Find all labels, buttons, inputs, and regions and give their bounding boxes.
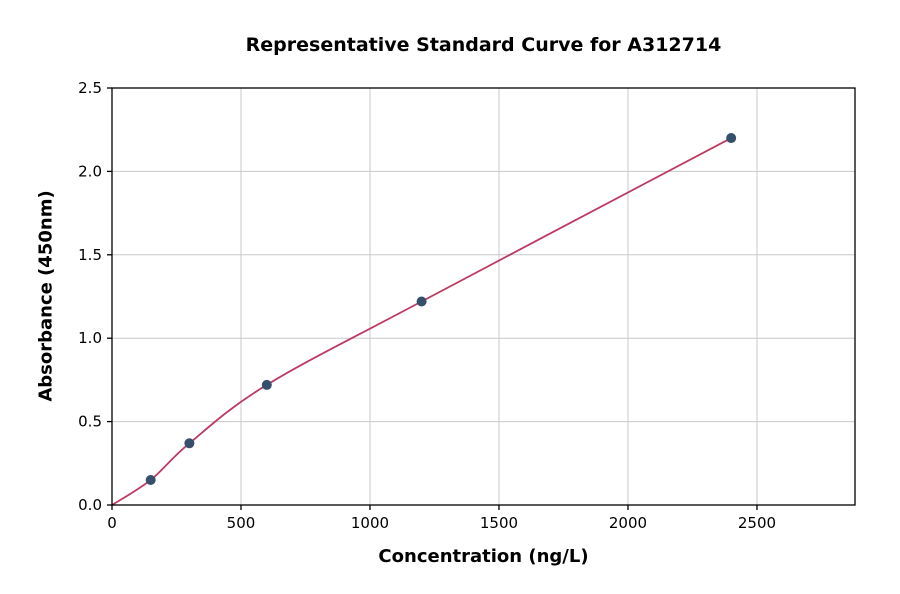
data-point <box>416 296 427 307</box>
x-axis-label: Concentration (ng/L) <box>378 546 589 567</box>
y-tick-label: 1.5 <box>78 246 102 264</box>
data-point <box>184 438 195 449</box>
y-tick-label: 0.5 <box>78 413 102 431</box>
x-tick-label: 1000 <box>351 514 389 532</box>
x-tick-label: 2000 <box>609 514 647 532</box>
y-tick-label: 1.0 <box>78 329 102 347</box>
y-tick-label: 0.0 <box>78 496 102 514</box>
x-tick-label: 500 <box>227 514 256 532</box>
y-tick-label: 2.5 <box>78 79 102 97</box>
fit-curve <box>111 137 732 506</box>
data-point <box>261 379 272 390</box>
y-tick-label: 2.0 <box>78 162 102 180</box>
data-point <box>726 133 737 144</box>
x-tick-label: 0 <box>107 514 117 532</box>
chart-title: Representative Standard Curve for A31271… <box>245 34 722 56</box>
x-tick-label: 1500 <box>480 514 518 532</box>
plot-border <box>111 87 856 506</box>
data-point <box>145 474 156 485</box>
x-tick-label: 2500 <box>738 514 776 532</box>
